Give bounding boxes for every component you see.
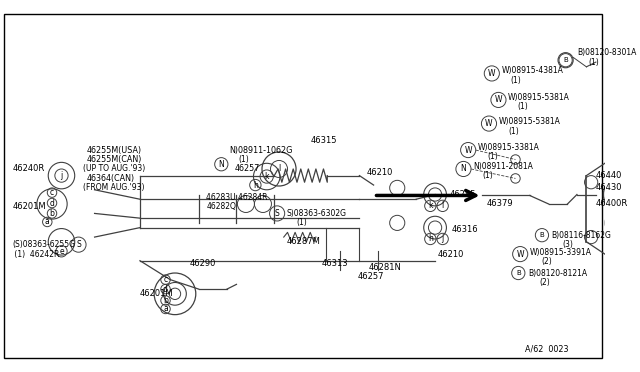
Text: 46210: 46210 bbox=[367, 168, 394, 177]
Text: 46379: 46379 bbox=[487, 199, 514, 208]
Text: W)08915-5381A: W)08915-5381A bbox=[499, 117, 561, 126]
Text: (1): (1) bbox=[511, 76, 522, 84]
Text: W)08915-3381A: W)08915-3381A bbox=[477, 143, 540, 152]
Text: 46290: 46290 bbox=[189, 259, 216, 268]
Text: 46201M: 46201M bbox=[12, 202, 46, 211]
Text: d: d bbox=[49, 199, 54, 208]
Text: 46201M: 46201M bbox=[140, 289, 173, 298]
Text: h: h bbox=[428, 234, 433, 243]
Text: 46240R: 46240R bbox=[12, 164, 45, 173]
Text: 46316: 46316 bbox=[452, 225, 479, 234]
Text: B: B bbox=[563, 57, 568, 63]
Circle shape bbox=[558, 53, 573, 68]
Text: A/62  0023: A/62 0023 bbox=[525, 344, 568, 353]
Text: (1): (1) bbox=[517, 102, 528, 111]
Text: 46210: 46210 bbox=[438, 250, 464, 259]
Text: (FROM AUG.'93): (FROM AUG.'93) bbox=[83, 183, 145, 192]
Text: B: B bbox=[516, 270, 521, 276]
Text: 46400R: 46400R bbox=[596, 199, 628, 208]
Text: (1): (1) bbox=[238, 155, 249, 164]
Text: 46255M(CAN): 46255M(CAN) bbox=[87, 155, 142, 164]
Text: k: k bbox=[264, 172, 269, 181]
Text: d: d bbox=[163, 285, 168, 294]
Text: 46255M(USA): 46255M(USA) bbox=[87, 145, 142, 154]
Text: 46430: 46430 bbox=[596, 183, 622, 192]
Text: B)08116-8162G: B)08116-8162G bbox=[552, 231, 611, 240]
Text: (1): (1) bbox=[296, 218, 307, 227]
Text: W)08915-5381A: W)08915-5381A bbox=[508, 93, 570, 102]
Text: l: l bbox=[278, 164, 280, 173]
Text: W: W bbox=[495, 96, 502, 105]
Text: 46257: 46257 bbox=[358, 272, 384, 281]
Text: W)08915-4381A: W)08915-4381A bbox=[501, 66, 563, 75]
Text: B)08120-8301A: B)08120-8301A bbox=[577, 48, 636, 57]
Text: N)08911-2081A: N)08911-2081A bbox=[473, 162, 532, 171]
Text: 46282Q: 46282Q bbox=[206, 202, 236, 211]
Text: l: l bbox=[442, 201, 444, 210]
Text: (2): (2) bbox=[539, 278, 550, 287]
Text: W)08915-3391A: W)08915-3391A bbox=[530, 248, 591, 257]
Text: k: k bbox=[428, 201, 433, 210]
Text: b: b bbox=[163, 296, 168, 305]
Text: (UP TO AUG.'93): (UP TO AUG.'93) bbox=[83, 164, 145, 173]
Text: 46364(CAN): 46364(CAN) bbox=[87, 174, 135, 183]
Text: (1): (1) bbox=[487, 152, 498, 161]
Text: b: b bbox=[49, 209, 54, 218]
Text: (S)08363-6255G: (S)08363-6255G bbox=[12, 240, 76, 249]
Text: a: a bbox=[45, 218, 50, 227]
Text: a: a bbox=[163, 304, 168, 314]
Text: (1): (1) bbox=[508, 126, 518, 136]
Text: W: W bbox=[485, 119, 493, 128]
Text: N: N bbox=[218, 160, 224, 169]
Text: B: B bbox=[540, 232, 545, 238]
Text: W: W bbox=[488, 69, 495, 78]
Text: h: h bbox=[253, 180, 258, 190]
Text: (3): (3) bbox=[563, 240, 573, 249]
Text: B)08120-8121A: B)08120-8121A bbox=[528, 269, 587, 278]
Text: c: c bbox=[50, 188, 54, 197]
Text: j: j bbox=[442, 234, 444, 243]
Text: 46287M: 46287M bbox=[287, 237, 321, 246]
Text: 46440: 46440 bbox=[596, 171, 622, 180]
Text: 46283U 46284R: 46283U 46284R bbox=[206, 193, 268, 202]
Text: N: N bbox=[461, 164, 467, 173]
Text: S: S bbox=[275, 209, 280, 218]
Text: S)08363-6302G: S)08363-6302G bbox=[287, 209, 347, 218]
Text: j: j bbox=[60, 171, 63, 180]
Text: (1)  46242R: (1) 46242R bbox=[12, 250, 60, 259]
Text: 46281N: 46281N bbox=[369, 263, 402, 272]
Text: N)08911-1062G: N)08911-1062G bbox=[229, 145, 292, 154]
Text: (1): (1) bbox=[588, 58, 599, 67]
Text: 46313: 46313 bbox=[321, 259, 348, 268]
Text: (2): (2) bbox=[541, 257, 552, 266]
Text: 46285: 46285 bbox=[449, 190, 476, 199]
Text: S: S bbox=[76, 240, 81, 249]
Text: 46257: 46257 bbox=[235, 164, 260, 173]
Text: e: e bbox=[59, 247, 64, 256]
Text: W: W bbox=[465, 145, 472, 154]
Text: 46315: 46315 bbox=[310, 136, 337, 145]
Text: W: W bbox=[516, 250, 524, 259]
Text: (1): (1) bbox=[483, 171, 493, 180]
Text: c: c bbox=[163, 275, 168, 284]
